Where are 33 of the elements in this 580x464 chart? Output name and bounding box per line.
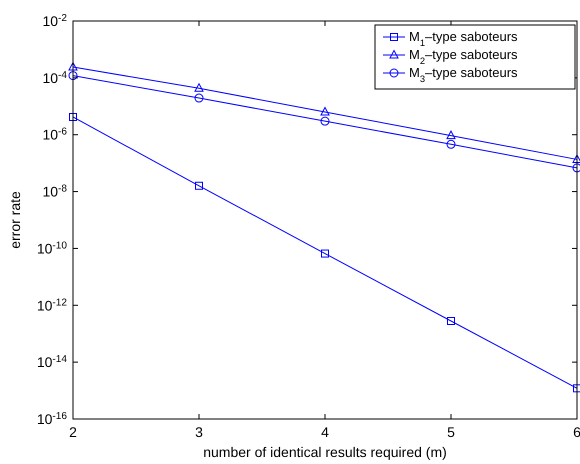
x-axis-title: number of identical results required (m)	[203, 444, 447, 460]
point	[68, 62, 78, 71]
point	[321, 250, 329, 258]
point	[320, 106, 330, 116]
y-tick-label: 10$^{-4}$	[42, 69, 68, 86]
y-tick-label: 10$^{-2}$	[42, 12, 68, 29]
point	[572, 163, 580, 172]
point	[194, 83, 204, 92]
point	[446, 130, 456, 140]
point	[68, 71, 78, 80]
point	[69, 112, 77, 121]
point	[194, 94, 204, 103]
x-tick-label: 4	[321, 424, 330, 440]
point	[320, 116, 330, 126]
x-tick-label: 2	[69, 424, 78, 440]
x-tick-label: 3	[195, 424, 204, 440]
point	[447, 317, 455, 325]
y-axis-title: error rate	[7, 191, 23, 249]
y-tick-label: 10$^{-16}$	[36, 410, 68, 427]
legend-label: M$_{2}$–type saboteurs	[409, 47, 518, 66]
y-tick-label: 10$^{-14}$	[36, 354, 68, 370]
point	[572, 154, 580, 163]
point	[195, 182, 203, 190]
y-tick-label: 10$^{-8}$	[42, 183, 68, 200]
point	[446, 140, 456, 149]
legend-label: M$_{3}$–type saboteurs	[409, 65, 518, 84]
y-tick-label: 10$^{-6}$	[42, 126, 68, 143]
y-tick-label: 10$^{-12}$	[36, 296, 68, 314]
y-tick-label: 10$^{-10}$	[36, 240, 68, 256]
x-tick-label: 5	[447, 424, 456, 440]
x-tick-label: 6	[573, 424, 580, 440]
point	[573, 384, 580, 392]
legend-label: M$_{1}$–type saboteurs	[409, 29, 518, 48]
